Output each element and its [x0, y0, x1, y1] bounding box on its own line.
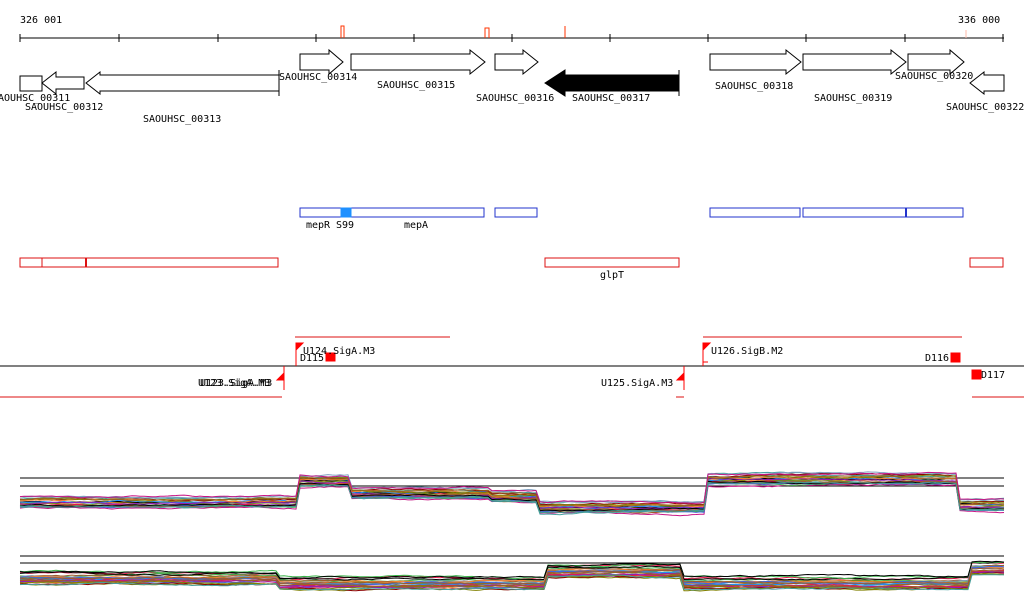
gene-label: SAOUHSC_00320 — [895, 71, 973, 82]
start-coordinate: 326 001 — [20, 15, 62, 26]
terminator-marker[interactable] — [971, 369, 982, 380]
gene-arrow-00320[interactable] — [907, 48, 965, 76]
annotation-label: mepA — [404, 220, 428, 231]
blue-annotation-track — [299, 207, 964, 218]
gene-label: SAOUHSC_00318 — [715, 81, 793, 92]
gene-track — [19, 48, 1005, 97]
promoter-label: U125.SigA.M3 — [601, 378, 673, 389]
promoter-marker[interactable] — [295, 342, 305, 352]
end-coordinate: 336 000 — [958, 15, 1000, 26]
regulatory-track: U124.SigA.M3 U123.SigA.M3 U123.SigA.M3 U… — [0, 336, 1024, 398]
promoter-label: U126.SigB.M2 — [711, 346, 783, 357]
promoter-marker[interactable] — [275, 371, 285, 381]
gene-label: SAOUHSC_00316 — [476, 93, 554, 104]
annotation-label: glpT — [600, 270, 624, 281]
gene-arrow-00313[interactable] — [85, 70, 280, 96]
promoter-marker[interactable] — [702, 342, 712, 352]
expression-curve — [19, 560, 1005, 580]
ruler-markers — [340, 25, 967, 38]
gene-arrow-00316[interactable] — [494, 48, 539, 76]
gene-arrow-00315[interactable] — [350, 48, 486, 76]
gene-arrow-00319[interactable] — [802, 48, 907, 76]
terminator-label: D115 — [300, 353, 324, 364]
coordinate-ruler: 326 001 336 000 — [19, 15, 1004, 42]
promoter-marker[interactable] — [675, 371, 685, 381]
annotation-label: S99 — [336, 220, 354, 231]
gene-arrow-00314[interactable] — [299, 48, 344, 76]
expression-curve — [19, 474, 1004, 508]
expression-track-bottom — [19, 555, 1005, 592]
expression-curves — [19, 471, 1005, 517]
gene-label: SAOUHSC_00322 — [946, 102, 1024, 113]
expression-curves — [19, 560, 1005, 592]
red-annotation-track — [19, 257, 1004, 268]
annotation-glpT[interactable] — [544, 257, 680, 268]
terminator-label: D116 — [925, 353, 949, 364]
annotation-block[interactable] — [802, 207, 964, 218]
promoter-markers — [275, 342, 982, 390]
expression-curve — [19, 471, 1005, 504]
annotation-mepR-mepA[interactable] — [299, 207, 485, 218]
expression-curve — [19, 572, 1004, 591]
gene-labels: SAOUHSC_00311 SAOUHSC_00312 SAOUHSC_0031… — [0, 71, 1024, 125]
promoter-label: U123.SigA.M3 — [198, 378, 270, 389]
annotation-label: mepR — [306, 220, 331, 231]
expression-curve — [19, 574, 1005, 591]
gene-arrow-00312[interactable] — [41, 70, 85, 96]
gene-label: SAOUHSC_00312 — [25, 102, 103, 113]
terminator-label: D117 — [981, 370, 1005, 381]
gene-label: SAOUHSC_00314 — [279, 72, 357, 83]
annotation-S99[interactable] — [340, 207, 352, 218]
expression-curve — [19, 569, 1004, 589]
terminator-marker[interactable] — [950, 352, 961, 363]
promoter-label: U123.SigA.M3 — [200, 378, 272, 389]
annotation-block[interactable] — [969, 257, 1004, 268]
promoter-label: U124.SigA.M3 — [303, 346, 375, 357]
annotation-block[interactable] — [19, 257, 279, 268]
annotation-block[interactable] — [494, 207, 538, 218]
ruler-ticks — [19, 34, 1004, 42]
annotation-block[interactable] — [709, 207, 801, 218]
expression-curve — [19, 481, 1005, 514]
gene-label: SAOUHSC_00311 — [0, 93, 70, 104]
gene-label: SAOUHSC_00313 — [143, 114, 221, 125]
expression-curve — [19, 471, 1005, 504]
terminator-marker[interactable] — [325, 352, 336, 362]
gene-arrow-00318[interactable] — [709, 48, 802, 76]
expression-track-top — [19, 471, 1005, 517]
gene-label: SAOUHSC_00317 — [572, 93, 650, 104]
gene-label: SAOUHSC_00319 — [814, 93, 892, 104]
blue-annotation-labels: mepR S99 mepA — [306, 220, 428, 231]
gene-arrow-00311[interactable] — [19, 75, 43, 92]
gene-arrow-00322[interactable] — [969, 70, 1005, 96]
expression-curve — [19, 567, 1005, 585]
gene-label: SAOUHSC_00315 — [377, 80, 455, 91]
